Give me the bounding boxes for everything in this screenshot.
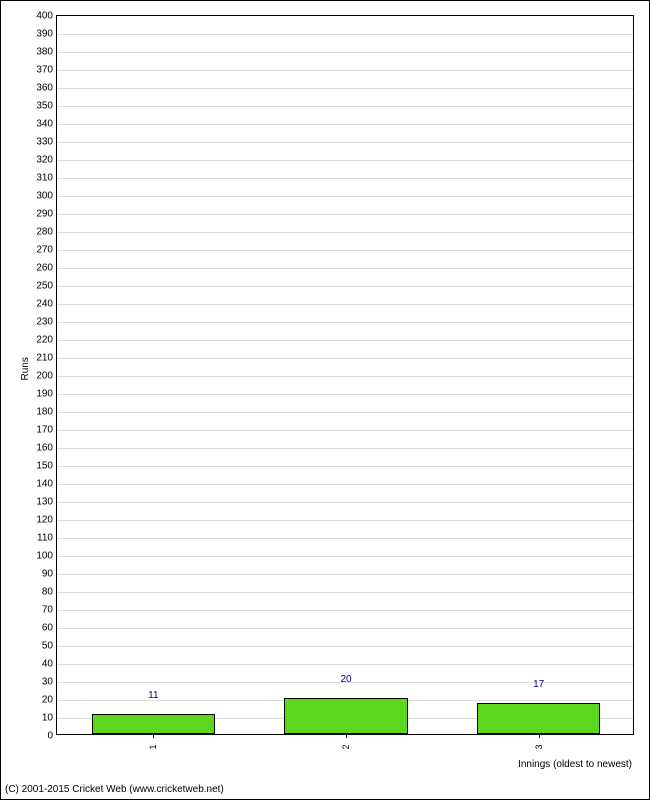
gridline: [57, 232, 633, 233]
y-tick-label: 90: [42, 569, 53, 580]
y-tick-label: 300: [36, 191, 53, 202]
x-axis-label: Innings (oldest to newest): [518, 759, 632, 770]
y-tick-label: 0: [47, 731, 53, 742]
y-tick-label: 330: [36, 137, 53, 148]
y-tick-label: 370: [36, 65, 53, 76]
y-tick-label: 320: [36, 155, 53, 166]
gridline: [57, 286, 633, 287]
gridline: [57, 34, 633, 35]
gridline: [57, 268, 633, 269]
gridline: [57, 106, 633, 107]
y-tick-label: 160: [36, 443, 53, 454]
y-tick-label: 240: [36, 299, 53, 310]
y-tick-label: 40: [42, 659, 53, 670]
x-tick: [153, 734, 154, 738]
bar: [284, 698, 407, 734]
gridline: [57, 340, 633, 341]
gridline: [57, 610, 633, 611]
y-tick-label: 140: [36, 479, 53, 490]
y-tick-label: 170: [36, 425, 53, 436]
copyright-text: (C) 2001-2015 Cricket Web (www.cricketwe…: [5, 784, 224, 795]
bar-value-label: 20: [340, 674, 351, 685]
y-tick-label: 180: [36, 407, 53, 418]
y-tick-label: 130: [36, 497, 53, 508]
gridline: [57, 592, 633, 593]
y-tick-label: 260: [36, 263, 53, 274]
y-tick-label: 220: [36, 335, 53, 346]
y-tick-label: 100: [36, 551, 53, 562]
gridline: [57, 376, 633, 377]
y-tick-label: 360: [36, 83, 53, 94]
gridline: [57, 52, 633, 53]
y-tick-label: 80: [42, 587, 53, 598]
gridline: [57, 484, 633, 485]
gridline: [57, 412, 633, 413]
gridline: [57, 358, 633, 359]
y-tick-label: 10: [42, 713, 53, 724]
y-tick-label: 400: [36, 11, 53, 22]
y-tick-label: 290: [36, 209, 53, 220]
x-tick: [539, 734, 540, 738]
gridline: [57, 664, 633, 665]
gridline: [57, 250, 633, 251]
gridline: [57, 88, 633, 89]
gridline: [57, 394, 633, 395]
gridline: [57, 178, 633, 179]
y-tick-label: 60: [42, 623, 53, 634]
gridline: [57, 70, 633, 71]
x-tick-label: 3: [534, 744, 544, 749]
bar-value-label: 17: [533, 679, 544, 690]
chart-frame: 0102030405060708090100110120130140150160…: [0, 0, 650, 800]
y-tick-label: 310: [36, 173, 53, 184]
gridline: [57, 646, 633, 647]
y-tick-label: 350: [36, 101, 53, 112]
y-tick-label: 50: [42, 641, 53, 652]
y-tick-label: 380: [36, 47, 53, 58]
bar: [477, 703, 600, 734]
gridline: [57, 502, 633, 503]
gridline: [57, 142, 633, 143]
y-tick-label: 190: [36, 389, 53, 400]
gridline: [57, 160, 633, 161]
y-tick-label: 210: [36, 353, 53, 364]
gridline: [57, 538, 633, 539]
y-tick-label: 120: [36, 515, 53, 526]
gridline: [57, 574, 633, 575]
gridline: [57, 322, 633, 323]
gridline: [57, 628, 633, 629]
y-tick-label: 150: [36, 461, 53, 472]
x-tick: [346, 734, 347, 738]
y-tick-label: 110: [37, 533, 53, 544]
y-tick-label: 270: [36, 245, 53, 256]
gridline: [57, 430, 633, 431]
y-tick-label: 30: [42, 677, 53, 688]
y-tick-label: 230: [36, 317, 53, 328]
y-tick-label: 250: [36, 281, 53, 292]
y-tick-label: 200: [36, 371, 53, 382]
bar: [92, 714, 215, 734]
gridline: [57, 520, 633, 521]
gridline: [57, 304, 633, 305]
gridline: [57, 214, 633, 215]
gridline: [57, 466, 633, 467]
gridline: [57, 124, 633, 125]
y-tick-label: 70: [42, 605, 53, 616]
y-tick-label: 20: [42, 695, 53, 706]
plot-area: 0102030405060708090100110120130140150160…: [56, 15, 634, 735]
x-tick-label: 2: [341, 744, 351, 749]
gridline: [57, 448, 633, 449]
gridline: [57, 196, 633, 197]
y-tick-label: 390: [36, 29, 53, 40]
y-axis-label: Runs: [20, 357, 31, 380]
y-tick-label: 340: [36, 119, 53, 130]
y-tick-label: 280: [36, 227, 53, 238]
bar-value-label: 11: [148, 690, 158, 701]
x-tick-label: 1: [148, 744, 158, 749]
gridline: [57, 556, 633, 557]
